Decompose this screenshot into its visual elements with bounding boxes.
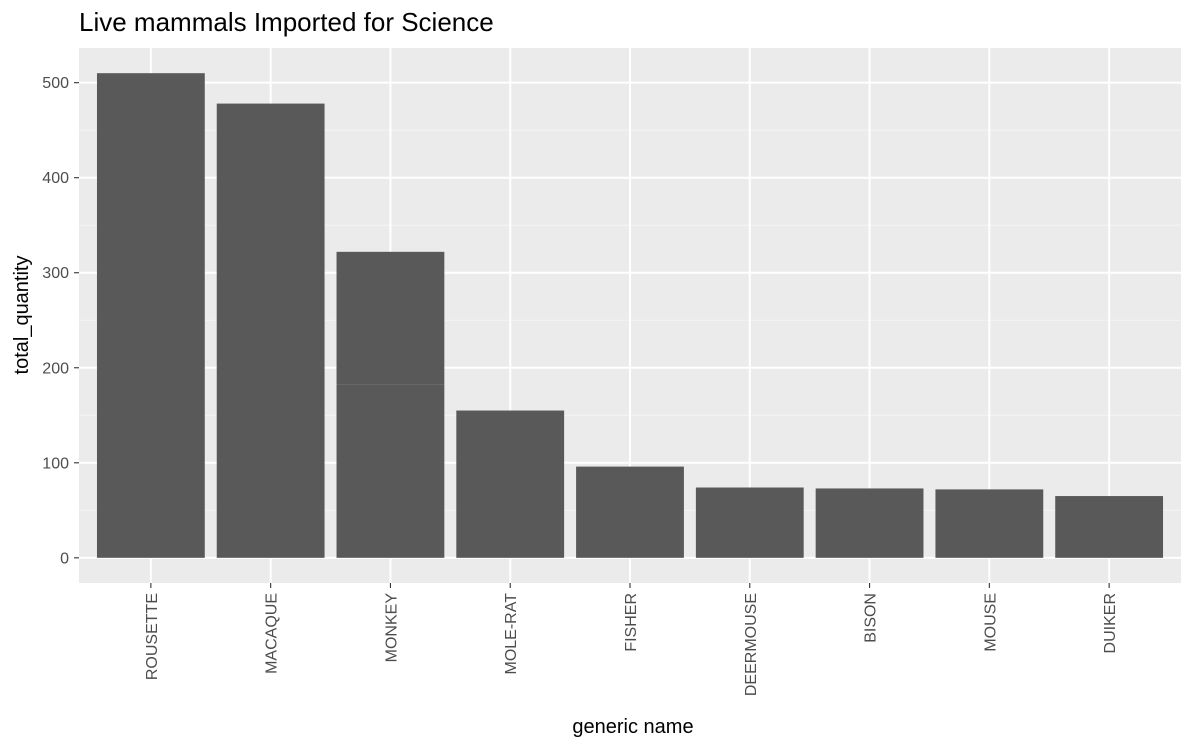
- y-tick-label: 200: [42, 360, 69, 377]
- x-tick-label: FISHER: [623, 593, 640, 652]
- x-tick-label: MACAQUE: [264, 593, 281, 674]
- bars: [96, 73, 1164, 558]
- x-tick-label: BISON: [863, 593, 880, 643]
- y-axis-title: total_quantity: [11, 256, 33, 375]
- x-axis: ROUSETTE MACAQUE MONKEY MOLE-RAT FISHER DEERM…: [144, 583, 1119, 696]
- y-tick-label: 500: [42, 75, 69, 92]
- x-tick-label: MOLE-RAT: [503, 593, 520, 675]
- bar-mouse: [935, 489, 1044, 558]
- y-axis: 0 100 200 300 400 500: [42, 75, 79, 567]
- y-tick-label: 0: [60, 550, 69, 567]
- x-tick-label: DUIKER: [1102, 593, 1119, 653]
- bar-deermouse: [695, 487, 804, 558]
- bar-bison: [815, 488, 924, 558]
- bar-macaque: [216, 103, 325, 558]
- chart-title: Live mammals Imported for Science: [79, 7, 494, 37]
- y-tick-label: 100: [42, 455, 69, 472]
- bar-duiker: [1055, 496, 1164, 558]
- bar-monkey: [336, 384, 445, 558]
- y-tick-label: 300: [42, 265, 69, 282]
- x-tick-label: ROUSETTE: [144, 593, 161, 680]
- y-tick-label: 400: [42, 170, 69, 187]
- x-axis-title: generic name: [572, 716, 693, 738]
- x-tick-label: MOUSE: [982, 593, 999, 652]
- bar-fisher: [576, 466, 684, 558]
- bar-mole-rat: [456, 410, 565, 558]
- x-tick-label: DEERMOUSE: [743, 593, 760, 696]
- bar-monkey: [336, 251, 445, 385]
- x-tick-label: MONKEY: [383, 593, 400, 663]
- bar-rousette: [96, 73, 205, 558]
